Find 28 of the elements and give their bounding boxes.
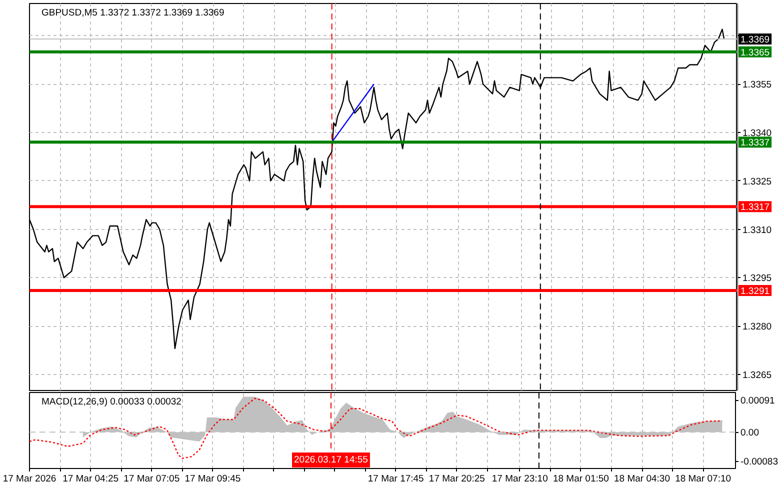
chart-title: GBPUSD,M5 1.3372 1.3372 1.3369 1.3369 bbox=[42, 8, 224, 18]
x-tick-label: 17 Mar 17:45 bbox=[368, 474, 424, 484]
ref-line-label: 1.3365 bbox=[740, 47, 770, 58]
y-tick-label: 1.3295 bbox=[742, 273, 772, 284]
x-tick-label: 17 Mar 09:45 bbox=[184, 474, 241, 484]
y-tick-label: 1.3325 bbox=[742, 176, 772, 188]
x-tick-label: 17 Mar 2026 bbox=[2, 474, 56, 484]
y-tick-label: 0.00 bbox=[740, 428, 759, 439]
x-tick-label: 17 Mar 07:05 bbox=[124, 474, 180, 484]
y-tick-label: 1.3310 bbox=[742, 224, 772, 236]
x-tick-label: 17 Mar 23:10 bbox=[492, 474, 548, 484]
ref-line-label: 1.3317 bbox=[740, 202, 770, 214]
chart-title: MACD(12,26,9) 0.00033 0.00032 bbox=[42, 396, 182, 408]
y-tick-label: 1.3340 bbox=[742, 128, 772, 139]
y-tick-label: 1.3265 bbox=[742, 370, 772, 381]
y-tick-label: 0.00091 bbox=[740, 396, 775, 407]
x-tick-label: 18 Mar 04:30 bbox=[614, 474, 670, 484]
ref-line-label: 2026.03.17 14:55 bbox=[294, 454, 368, 466]
y-tick-label: 1.3280 bbox=[742, 322, 772, 332]
y-tick-label: -0.00083 bbox=[740, 456, 778, 468]
x-tick-label: 17 Mar 04:25 bbox=[62, 474, 119, 484]
ref-line-label: 1.3291 bbox=[740, 286, 770, 298]
ref-line-label: 1.3337 bbox=[740, 138, 770, 149]
x-tick-label: 18 Mar 01:50 bbox=[552, 474, 609, 484]
x-tick-label: 17 Mar 20:25 bbox=[428, 474, 485, 484]
ref-line-label: 1.3369 bbox=[740, 34, 770, 46]
x-tick-label: 18 Mar 07:10 bbox=[675, 474, 732, 484]
y-tick-label: 1.3355 bbox=[742, 80, 772, 91]
